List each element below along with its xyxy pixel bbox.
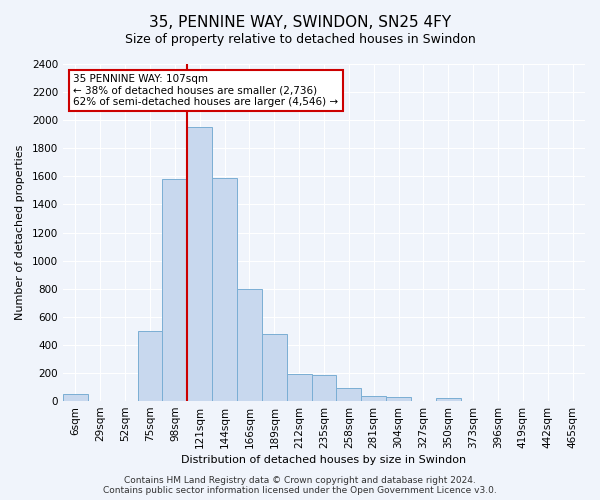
Bar: [436, 398, 461, 401]
Bar: [63, 394, 88, 401]
Y-axis label: Number of detached properties: Number of detached properties: [15, 145, 25, 320]
Text: 35, PENNINE WAY, SWINDON, SN25 4FY: 35, PENNINE WAY, SWINDON, SN25 4FY: [149, 15, 451, 30]
Bar: [137, 331, 163, 401]
Text: 35 PENNINE WAY: 107sqm
← 38% of detached houses are smaller (2,736)
62% of semi-: 35 PENNINE WAY: 107sqm ← 38% of detached…: [73, 74, 338, 108]
Text: Contains HM Land Registry data © Crown copyright and database right 2024.
Contai: Contains HM Land Registry data © Crown c…: [103, 476, 497, 495]
Text: Size of property relative to detached houses in Swindon: Size of property relative to detached ho…: [125, 32, 475, 46]
Bar: [361, 396, 386, 401]
Bar: [187, 127, 212, 401]
Bar: [163, 179, 187, 401]
Bar: [237, 288, 262, 401]
Bar: [262, 334, 287, 401]
Bar: [311, 375, 337, 401]
Bar: [212, 178, 237, 401]
Bar: [287, 374, 311, 401]
X-axis label: Distribution of detached houses by size in Swindon: Distribution of detached houses by size …: [181, 455, 467, 465]
Bar: [386, 397, 411, 401]
Bar: [337, 388, 361, 401]
